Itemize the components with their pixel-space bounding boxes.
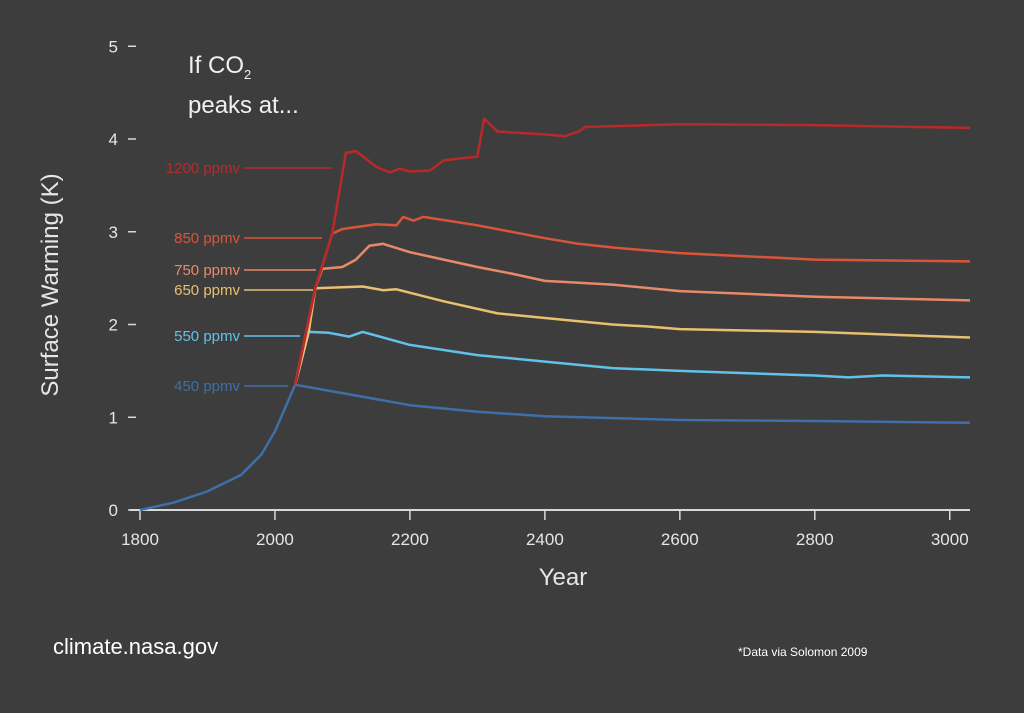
series-line xyxy=(293,117,971,386)
y-tick-label: 3 xyxy=(109,223,118,242)
y-tick-label: 2 xyxy=(109,316,118,335)
x-tick-label: 2400 xyxy=(526,530,564,549)
x-tick-label: 2000 xyxy=(256,530,294,549)
series-label: 750 ppmv xyxy=(174,262,240,279)
series-line xyxy=(293,330,971,386)
chart-title: If CO2 peaks at... xyxy=(188,50,299,121)
x-tick-label: 2600 xyxy=(661,530,699,549)
title-line2: peaks at... xyxy=(188,91,299,119)
title-subscript: 2 xyxy=(244,66,252,82)
y-tick-label: 4 xyxy=(109,130,118,149)
series-label: 1200 ppmv xyxy=(166,160,241,177)
x-tick-label: 3000 xyxy=(931,530,969,549)
title-line1: If CO xyxy=(188,52,245,79)
y-tick-label: 5 xyxy=(109,37,118,56)
series-label: 450 ppmv xyxy=(174,378,240,395)
x-tick-label: 2800 xyxy=(796,530,834,549)
series-line xyxy=(294,383,971,425)
site-url: climate.nasa.gov xyxy=(53,634,219,659)
x-tick-label: 2200 xyxy=(391,530,429,549)
y-tick-label: 1 xyxy=(109,408,118,427)
series-label: 550 ppmv xyxy=(174,328,240,345)
data-source-note: *Data via Solomon 2009 xyxy=(738,645,868,659)
y-axis-label: Surface Warming (K) xyxy=(37,173,64,396)
historical-line xyxy=(139,384,297,512)
y-tick-label: 0 xyxy=(109,501,118,520)
x-axis-label: Year xyxy=(539,564,588,591)
series-label: 650 ppmv xyxy=(174,282,240,299)
series-line xyxy=(293,242,971,386)
series-line xyxy=(293,285,971,386)
series-line xyxy=(293,215,971,386)
x-tick-label: 1800 xyxy=(121,530,159,549)
series-label: 850 ppmv xyxy=(174,230,240,247)
